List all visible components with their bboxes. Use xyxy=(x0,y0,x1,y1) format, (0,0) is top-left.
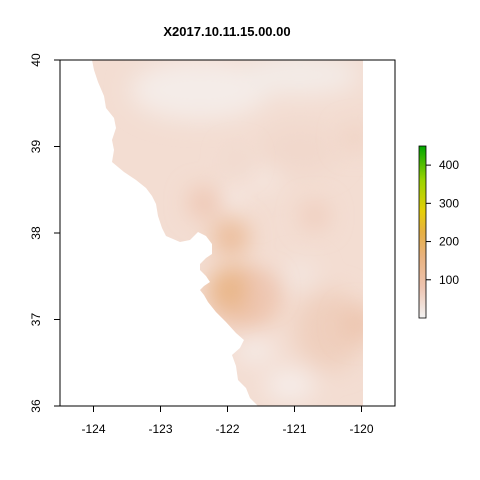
raster-layer xyxy=(92,60,363,406)
y-axis: 36 37 38 39 40 xyxy=(29,53,60,413)
y-tick-label: 40 xyxy=(29,53,43,67)
hotspot xyxy=(189,187,219,218)
x-tick-label: -121 xyxy=(282,422,306,436)
legend-tick-label: 200 xyxy=(439,235,459,249)
legend-colorbar xyxy=(418,145,427,319)
hotspot xyxy=(225,147,250,172)
legend-ticks: 100 200 300 400 xyxy=(426,158,459,287)
hotspot xyxy=(342,125,363,151)
legend-tick-label: 100 xyxy=(439,273,459,287)
hotspot xyxy=(301,202,329,230)
y-tick-label: 36 xyxy=(29,399,43,413)
x-axis: -124 -123 -122 -121 -120 xyxy=(81,406,374,436)
y-tick-label: 38 xyxy=(29,226,43,240)
legend-tick-label: 400 xyxy=(439,158,459,172)
chart-title: X2017.10.11.15.00.00 xyxy=(163,24,290,39)
hotspot-layer xyxy=(189,125,363,340)
hotspot xyxy=(342,308,363,340)
legend-tick-label: 300 xyxy=(439,196,459,210)
y-tick-label: 39 xyxy=(29,140,43,154)
y-tick-label: 37 xyxy=(29,313,43,327)
hotspot xyxy=(212,219,249,256)
x-tick-label: -123 xyxy=(148,422,172,436)
color-legend: 100 200 300 400 xyxy=(418,145,459,319)
hotspot xyxy=(210,269,251,310)
x-tick-label: -124 xyxy=(81,422,105,436)
hotspot xyxy=(247,275,275,304)
x-tick-label: -122 xyxy=(215,422,239,436)
x-tick-label: -120 xyxy=(349,422,373,436)
